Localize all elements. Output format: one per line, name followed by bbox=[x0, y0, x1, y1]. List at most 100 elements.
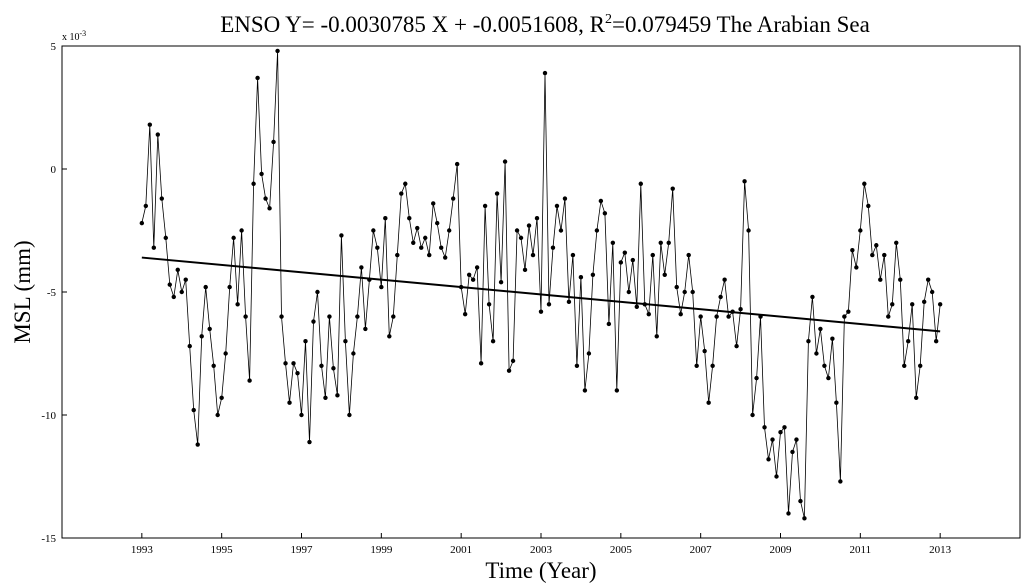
msl-data-point bbox=[846, 309, 851, 314]
msl-data-point bbox=[566, 299, 572, 305]
msl-data-point bbox=[914, 395, 919, 400]
msl-data-point bbox=[778, 430, 783, 435]
msl-data-point bbox=[666, 240, 671, 245]
y-tick-label: -5 bbox=[47, 287, 57, 299]
msl-data-point bbox=[283, 361, 288, 366]
msl-data-point bbox=[419, 245, 424, 250]
msl-data-point bbox=[878, 277, 883, 282]
msl-data-point bbox=[211, 363, 216, 368]
msl-data-point bbox=[906, 339, 911, 344]
msl-data-point bbox=[139, 220, 145, 226]
msl-data-point bbox=[674, 284, 679, 290]
msl-data-point bbox=[594, 228, 600, 233]
msl-data-point bbox=[147, 122, 153, 127]
msl-data-point bbox=[215, 412, 220, 418]
msl-data-point bbox=[415, 225, 420, 231]
msl-data-point bbox=[614, 388, 620, 393]
msl-data-point bbox=[929, 289, 935, 295]
msl-data-point bbox=[550, 245, 556, 250]
msl-data-point bbox=[774, 474, 779, 479]
msl-data-point bbox=[734, 343, 739, 349]
msl-data-point bbox=[355, 314, 360, 319]
x-tick-label: 1999 bbox=[370, 544, 393, 556]
msl-data-point bbox=[750, 412, 755, 418]
msl-data-point bbox=[478, 361, 484, 366]
msl-data-point bbox=[858, 228, 863, 233]
msl-data-point bbox=[622, 250, 628, 255]
msl-data-point bbox=[323, 395, 328, 400]
msl-data-point bbox=[454, 161, 460, 167]
x-tick-label: 1995 bbox=[211, 544, 234, 556]
msl-data-point bbox=[810, 294, 815, 300]
msl-data-point bbox=[866, 203, 871, 209]
msl-data-point bbox=[598, 198, 604, 204]
msl-data-point bbox=[395, 252, 400, 258]
msl-data-point bbox=[554, 203, 560, 209]
msl-data-point bbox=[818, 326, 823, 332]
title-suffix: =0.079459 The Arabian Sea bbox=[612, 12, 870, 37]
msl-data-point bbox=[638, 181, 643, 186]
msl-data-point bbox=[706, 400, 711, 405]
msl-data-point bbox=[898, 277, 903, 282]
msl-data-point bbox=[534, 216, 540, 221]
msl-data-point bbox=[586, 351, 592, 356]
series bbox=[139, 48, 943, 521]
x-tick-label: 2005 bbox=[610, 544, 633, 556]
msl-data-point bbox=[854, 265, 859, 270]
msl-data-point bbox=[806, 339, 811, 344]
msl-data-point bbox=[267, 206, 272, 211]
msl-data-point bbox=[718, 294, 723, 300]
msl-data-point bbox=[890, 302, 895, 307]
msl-data-point bbox=[351, 351, 356, 356]
msl-data-point bbox=[746, 228, 751, 233]
msl-data-point bbox=[842, 314, 847, 319]
msl-data-point bbox=[590, 272, 596, 277]
msl-data-point bbox=[347, 412, 352, 418]
msl-data-point bbox=[874, 243, 879, 248]
msl-data-point bbox=[446, 228, 452, 233]
msl-data-point bbox=[482, 203, 488, 209]
msl-data-point bbox=[219, 395, 224, 400]
msl-data-point bbox=[151, 245, 157, 250]
title-superscript: 2 bbox=[605, 12, 612, 27]
msl-data-point bbox=[171, 294, 176, 300]
msl-data-point bbox=[918, 363, 923, 368]
msl-data-point bbox=[925, 277, 931, 282]
x-tick-label: 2011 bbox=[850, 544, 872, 556]
msl-data-point bbox=[407, 216, 412, 221]
msl-data-point bbox=[518, 235, 524, 241]
msl-data-point bbox=[902, 363, 907, 368]
msl-data-point bbox=[770, 437, 775, 442]
msl-data-point bbox=[179, 289, 184, 295]
msl-data-point bbox=[311, 319, 316, 324]
msl-data-point bbox=[937, 302, 943, 307]
msl-data-point bbox=[403, 181, 408, 186]
msl-data-point bbox=[814, 351, 819, 356]
msl-data-point bbox=[754, 375, 759, 381]
msl-data-point bbox=[207, 326, 212, 332]
msl-data-point bbox=[526, 223, 532, 228]
msl-data-point bbox=[183, 277, 188, 282]
msl-data-point bbox=[522, 267, 528, 273]
msl-data-point bbox=[466, 272, 472, 277]
msl-data-point bbox=[618, 260, 624, 265]
msl-data-point bbox=[498, 279, 504, 285]
msl-data-point bbox=[319, 363, 324, 368]
msl-data-point bbox=[187, 343, 192, 349]
msl-data-point bbox=[922, 299, 927, 305]
msl-data-point bbox=[383, 216, 388, 221]
msl-data-point bbox=[335, 393, 340, 398]
msl-data-point bbox=[435, 220, 440, 226]
msl-data-point bbox=[602, 211, 608, 216]
msl-data-point bbox=[159, 196, 164, 201]
msl-data-point bbox=[251, 181, 256, 186]
x-tick-label: 2013 bbox=[929, 544, 952, 556]
msl-data-point bbox=[738, 307, 743, 312]
msl-data-point bbox=[235, 302, 240, 307]
msl-data-point bbox=[315, 289, 320, 295]
msl-data-point bbox=[299, 412, 304, 418]
msl-data-point bbox=[331, 366, 336, 371]
msl-data-point bbox=[307, 439, 312, 445]
msl-data-point bbox=[462, 311, 468, 317]
msl-data-point bbox=[570, 252, 576, 258]
